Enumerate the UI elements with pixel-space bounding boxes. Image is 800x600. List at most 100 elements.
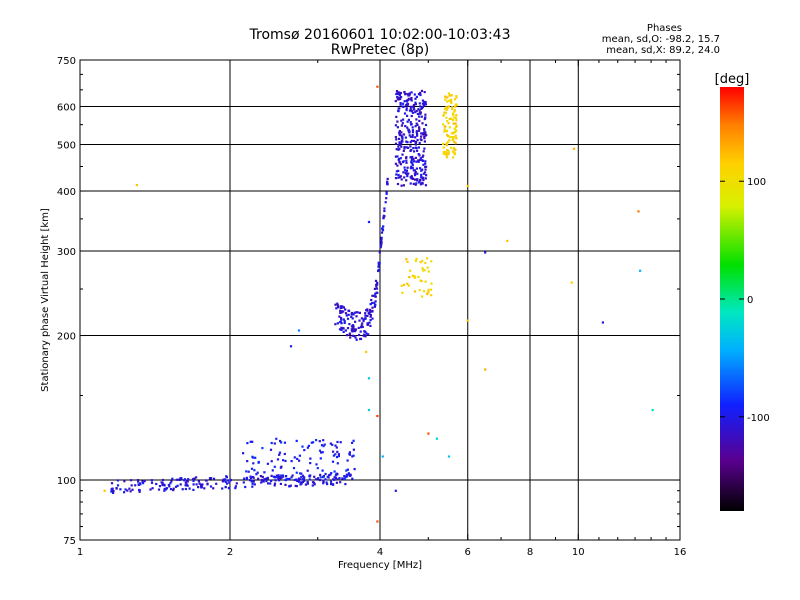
phase-stats-o: mean, sd,O: -98.2, 15.7 xyxy=(601,34,720,45)
data-point xyxy=(178,478,181,481)
data-point xyxy=(410,139,413,142)
data-point xyxy=(351,334,354,337)
data-point xyxy=(416,138,419,142)
data-point xyxy=(322,480,325,483)
data-point xyxy=(344,476,347,479)
data-point xyxy=(325,481,328,484)
data-point xyxy=(385,191,388,194)
data-point xyxy=(454,116,457,119)
data-point xyxy=(445,143,448,146)
data-point xyxy=(410,148,413,152)
data-point xyxy=(395,92,398,96)
data-point xyxy=(364,317,367,320)
data-point xyxy=(407,172,410,175)
data-point xyxy=(403,169,407,172)
data-point xyxy=(348,323,351,326)
data-point xyxy=(375,287,379,290)
data-point xyxy=(418,126,421,129)
data-point xyxy=(285,477,288,480)
data-point xyxy=(323,443,326,446)
data-point xyxy=(410,110,413,113)
data-point xyxy=(414,174,417,177)
data-point xyxy=(455,114,458,117)
data-point xyxy=(402,184,405,187)
data-point xyxy=(395,170,398,173)
data-point xyxy=(198,482,201,485)
data-point xyxy=(332,478,335,481)
data-point-isolated xyxy=(484,368,487,371)
data-point xyxy=(410,160,413,163)
data-point xyxy=(252,462,255,465)
data-point xyxy=(260,478,263,481)
data-point xyxy=(445,130,448,133)
data-point xyxy=(373,305,376,308)
y-tick-label: 300 xyxy=(57,247,76,258)
x-tick-label: 8 xyxy=(527,547,533,558)
data-point xyxy=(212,487,215,490)
data-point xyxy=(161,483,164,486)
data-point xyxy=(413,93,416,96)
data-point xyxy=(411,134,414,137)
data-point xyxy=(163,489,166,492)
data-point xyxy=(255,473,258,476)
data-point xyxy=(403,112,407,115)
data-point xyxy=(309,474,312,477)
data-point xyxy=(411,157,414,161)
data-point xyxy=(443,125,446,128)
data-point xyxy=(406,260,409,263)
data-point xyxy=(347,313,350,316)
data-point xyxy=(306,469,309,472)
data-point xyxy=(322,445,325,448)
data-point xyxy=(330,480,333,483)
data-point xyxy=(161,478,165,482)
data-point xyxy=(295,478,298,481)
data-point xyxy=(278,476,281,479)
data-point xyxy=(396,126,399,129)
data-point xyxy=(306,482,309,485)
data-point xyxy=(116,484,120,487)
data-point xyxy=(454,130,457,134)
data-point xyxy=(170,480,173,483)
data-point xyxy=(184,487,187,491)
data-point xyxy=(366,322,369,325)
data-point xyxy=(247,470,250,473)
data-point xyxy=(302,477,305,481)
data-point xyxy=(299,472,302,475)
data-point xyxy=(454,105,457,108)
data-point xyxy=(269,482,272,485)
data-point xyxy=(414,156,417,159)
data-point xyxy=(299,481,303,484)
data-point xyxy=(398,143,402,146)
data-point xyxy=(186,484,189,487)
data-point xyxy=(273,484,276,487)
data-point-isolated xyxy=(365,350,368,353)
data-point xyxy=(358,319,361,322)
data-point xyxy=(274,479,277,482)
data-point xyxy=(336,304,340,307)
data-point xyxy=(447,92,451,95)
data-point xyxy=(261,475,264,478)
data-point xyxy=(454,134,457,137)
data-point xyxy=(406,175,409,178)
data-point xyxy=(394,100,397,103)
data-point xyxy=(402,171,405,174)
data-point xyxy=(221,480,224,483)
data-point xyxy=(381,227,384,230)
data-point xyxy=(399,157,402,160)
data-point xyxy=(346,475,349,478)
data-point xyxy=(386,177,389,180)
data-point xyxy=(341,305,344,308)
data-point xyxy=(334,477,337,480)
data-point xyxy=(442,114,445,117)
data-point xyxy=(303,479,306,482)
data-point xyxy=(242,481,245,484)
data-point-isolated xyxy=(367,408,371,412)
data-point xyxy=(442,123,445,126)
data-point xyxy=(322,479,325,482)
data-point xyxy=(405,172,408,175)
data-point xyxy=(283,441,286,444)
data-point xyxy=(448,126,451,129)
data-point xyxy=(321,469,324,472)
data-point xyxy=(421,181,424,185)
data-point xyxy=(279,439,282,443)
